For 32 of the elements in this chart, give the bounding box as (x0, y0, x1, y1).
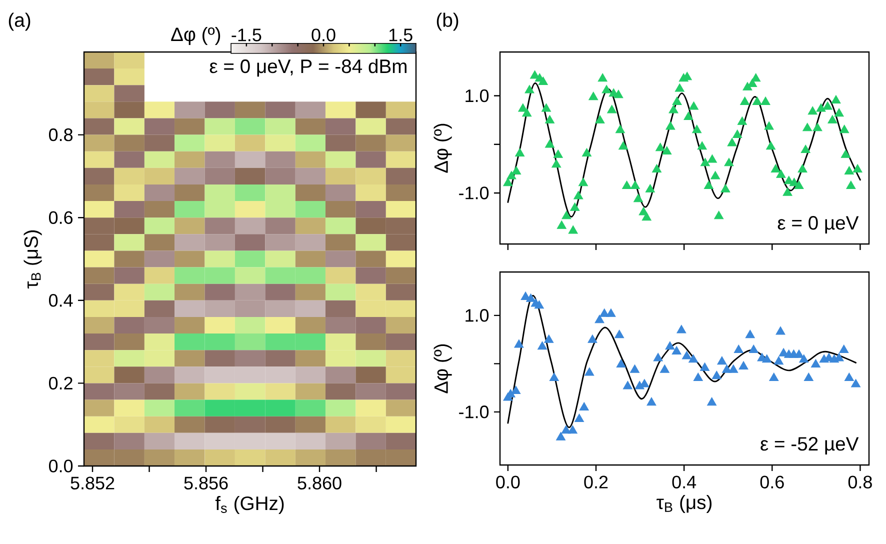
y-tick-label: -1.0 (459, 406, 489, 418)
y-tick-label: 1.0 (466, 89, 489, 102)
x-axis-title: f$_{s}$ (GHz) (215, 496, 284, 514)
color-bar-title: Δφ (º) (171, 26, 220, 46)
color-bar-label: 1.5 (389, 28, 412, 42)
y-tick-label: 0.8 (48, 128, 73, 142)
y-tick-label: 0.4 (48, 294, 73, 307)
x-tick-label: 0.0 (496, 476, 520, 488)
y-axis-title: Δφ (º) (434, 344, 452, 394)
y-tick-label: 0.6 (48, 211, 73, 224)
x-tick-label: 0.2 (584, 476, 608, 488)
x-tick-label: 5.852 (70, 476, 114, 490)
y-axis-title: τ$_{B}$ (μS) (24, 230, 42, 289)
y-tick-label: 0.2 (48, 376, 72, 390)
color-bar-label: 0.0 (312, 28, 336, 42)
x-tick-label: 5.860 (298, 476, 342, 490)
text: (a) (8, 12, 30, 31)
color-bar-label: -1.5 (232, 28, 262, 42)
x-tick-label: 0.4 (672, 476, 696, 488)
text: (b) (436, 12, 458, 31)
x-tick-label: 5.856 (184, 476, 228, 490)
y-axis-title: Δφ (º) (434, 124, 452, 173)
x-axis-title: τ$_{B}$ (μs) (656, 494, 712, 513)
annotation: ε = 0 μeV, P = -84 dBm (210, 58, 406, 77)
line-series (507, 82, 861, 218)
annotation: ε = 0 µeV (778, 216, 859, 234)
y-tick-label: 0.0 (48, 460, 73, 472)
annotation: ε = -52 µeV (760, 436, 859, 455)
x-tick-label: 0.8 (848, 476, 872, 488)
y-tick-label: 1.0 (466, 309, 489, 322)
x-tick-label: 0.6 (760, 476, 784, 488)
y-tick-label: -1.0 (459, 186, 489, 200)
